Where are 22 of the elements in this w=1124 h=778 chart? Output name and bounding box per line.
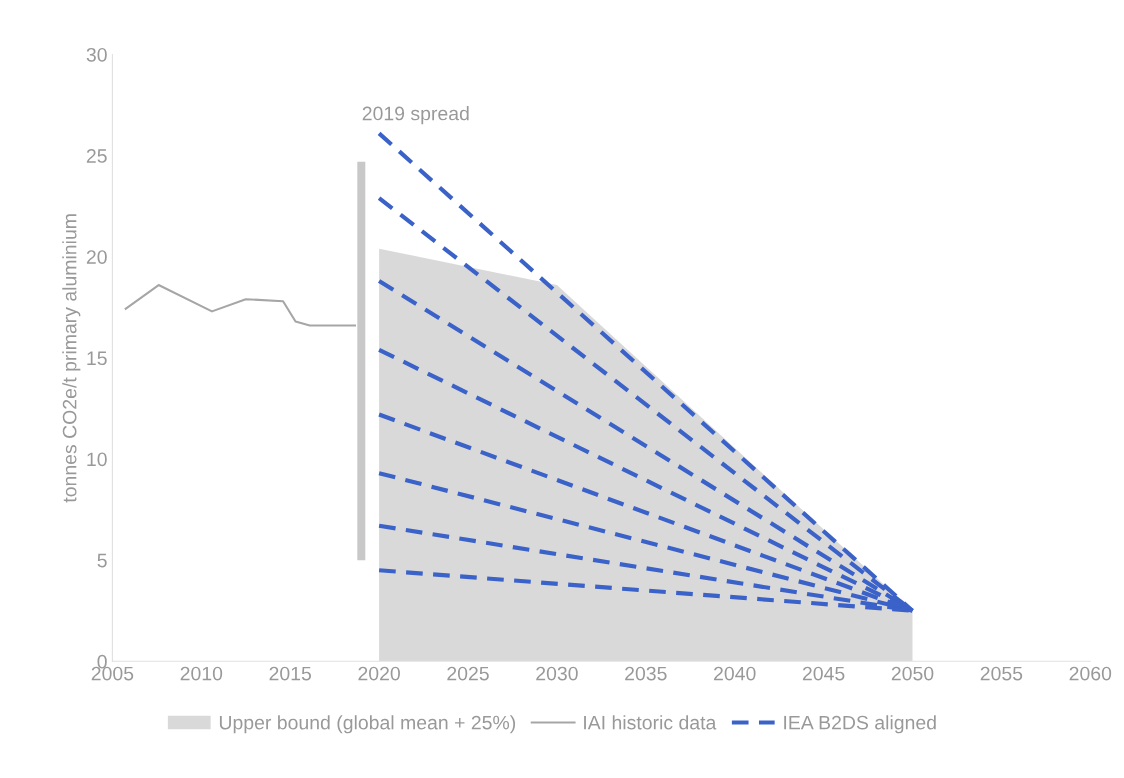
legend-label: Upper bound (global mean + 25%) xyxy=(219,715,516,734)
annotation: 2019 spread xyxy=(362,106,469,125)
x-tick-label: 2030 xyxy=(536,666,578,681)
legend-label: IAI historic data xyxy=(584,715,717,730)
y-tick-label: 30 xyxy=(86,47,107,62)
y-tick-label: 15 xyxy=(87,351,107,366)
x-tick-label: 2035 xyxy=(625,666,667,681)
x-tick-label: 2055 xyxy=(980,666,1023,681)
x-tick-label: 2010 xyxy=(180,666,223,681)
y-axis-title: tonnes CO2e/t primary aluminium xyxy=(62,214,81,503)
x-tick-label: 2045 xyxy=(802,666,845,681)
x-tick-label: 2040 xyxy=(714,666,756,681)
legend-label: IEA B2DS aligned xyxy=(784,715,936,734)
x-tick-label: 2015 xyxy=(269,666,312,681)
x-tick-label: 2020 xyxy=(358,666,400,681)
y-tick-label: 20 xyxy=(86,250,107,264)
y-tick-label: 10 xyxy=(87,452,107,467)
x-tick-label: 2025 xyxy=(447,666,489,681)
x-tick-label: 2060 xyxy=(1069,666,1112,681)
x-tick-label: 2050 xyxy=(891,666,934,681)
y-tick-label: 5 xyxy=(97,553,107,568)
y-tick-label: 25 xyxy=(86,149,107,163)
